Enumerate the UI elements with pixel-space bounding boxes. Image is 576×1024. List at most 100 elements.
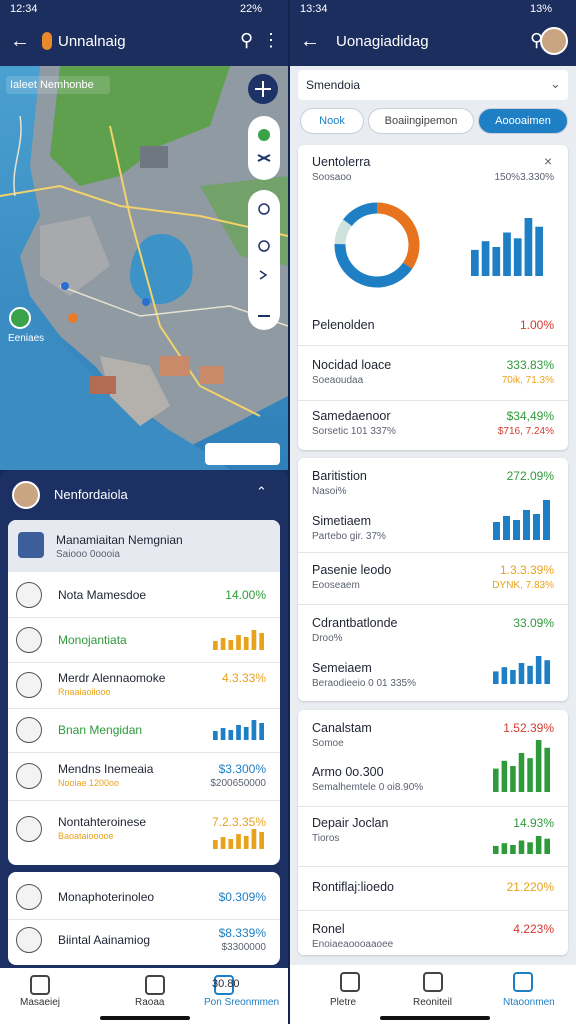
nav-label[interactable]: Pon Sreonmmen xyxy=(204,997,280,1008)
divider xyxy=(298,604,568,605)
item-value: 14.00% xyxy=(225,588,266,602)
menu-button: ⋮ xyxy=(262,30,280,50)
item-icon xyxy=(16,672,42,698)
list-card xyxy=(8,872,280,965)
item-title: Bnan Mengidan xyxy=(58,723,143,737)
row-title: Depair Joclan xyxy=(312,816,389,830)
bottom-nav xyxy=(290,965,576,1024)
nav-label[interactable]: Raoaa xyxy=(135,997,165,1008)
item-subvalue: $200650000 xyxy=(210,778,266,789)
right-appbar xyxy=(290,0,576,66)
row-value: 33.09% xyxy=(513,616,554,630)
app-title: Unnalnaig xyxy=(58,33,126,50)
mini-chart xyxy=(493,740,550,792)
list-card xyxy=(8,520,280,865)
nav-label[interactable]: Ntaoonmen xyxy=(503,997,555,1008)
divider xyxy=(298,400,568,401)
app-title: Uonagiadidag xyxy=(336,33,429,50)
row-sub: Nasoi% xyxy=(312,486,347,497)
row-sub: Partebo gir. 37% xyxy=(312,531,386,542)
row-title: Cdrantbatlonde xyxy=(312,616,398,630)
sheet-avatar xyxy=(12,481,40,509)
item-icon xyxy=(16,884,42,910)
filter-tab[interactable]: Aoooaimen xyxy=(478,108,568,134)
filter-header xyxy=(298,70,568,100)
row-title: Armo 0o.300 xyxy=(312,765,384,779)
row-title: Semeiaem xyxy=(312,661,372,675)
status-time: 12:34 xyxy=(10,3,38,15)
divider xyxy=(8,752,280,753)
mini-chart xyxy=(471,218,543,276)
filter-close: ⌄ xyxy=(550,76,561,91)
row-title: Simetiaem xyxy=(312,514,372,528)
row-sub: Sorsetic 101 337% xyxy=(312,426,396,437)
divider xyxy=(298,806,568,807)
item-icon xyxy=(16,763,42,789)
item-title: Nota Mamesdoe xyxy=(58,588,147,602)
mini-chart xyxy=(493,656,550,684)
selected-row xyxy=(8,520,280,572)
item-value: $8.339% xyxy=(218,926,266,940)
nav-icon[interactable] xyxy=(30,975,50,995)
filter-title: Smendoia xyxy=(306,78,361,92)
row-title: Canalstam xyxy=(312,721,372,735)
mini-chart xyxy=(213,629,264,650)
row-value: 14.93% xyxy=(513,816,554,830)
row-title: Uentolerra xyxy=(312,155,371,169)
row-title: Rontiflaj:lioedo xyxy=(312,880,394,894)
app-logo xyxy=(42,32,52,50)
row-title: Nocidad loace xyxy=(312,358,392,372)
divider xyxy=(298,345,568,346)
selected-icon xyxy=(18,532,44,558)
item-icon xyxy=(16,582,42,608)
item-value: 4.3.33% xyxy=(221,671,266,685)
row-subvalue: $716, 7.24% xyxy=(497,426,554,437)
item-value: $3.300% xyxy=(218,762,266,776)
row-sub: Tioros xyxy=(312,833,340,844)
selected-sub: Saiooo 0oooia xyxy=(56,549,120,560)
row-value: 21.220% xyxy=(506,880,554,894)
card xyxy=(298,145,568,450)
home-indicator xyxy=(100,1016,190,1020)
item-sub: Baoataiooooe xyxy=(58,831,114,841)
nav-icon[interactable] xyxy=(145,975,165,995)
row-value: 272.09% xyxy=(506,469,554,483)
row-sub: Semalhemtele 0 oi8.90% xyxy=(312,782,424,793)
nav-label[interactable]: Reoniteil xyxy=(413,997,452,1008)
mini-chart xyxy=(493,836,550,854)
search-button[interactable]: ⚲ xyxy=(530,30,544,50)
avatar xyxy=(540,27,568,55)
nav-icon[interactable] xyxy=(423,972,443,992)
divider xyxy=(298,866,568,867)
map-marker-label: Eeniaes xyxy=(8,333,45,344)
nav-icon[interactable] xyxy=(214,975,234,995)
row-sub: Soosaoo xyxy=(312,172,352,183)
search-button: ⚲ xyxy=(240,30,254,50)
nav-label[interactable]: Pletre xyxy=(330,997,357,1008)
row-title: Baritistion xyxy=(312,469,367,483)
row-value: 1.00% xyxy=(519,318,554,332)
item-icon xyxy=(16,816,42,842)
filter-tab[interactable]: Nook xyxy=(300,108,364,134)
nav-icon[interactable] xyxy=(340,972,360,992)
home-indicator xyxy=(380,1016,490,1020)
nav-icon[interactable] xyxy=(513,972,533,992)
back-button: ← xyxy=(10,30,30,52)
divider xyxy=(298,552,568,553)
card-close: × xyxy=(544,153,553,169)
item-value: 7.2.3.35% xyxy=(211,815,266,829)
item-title: Monojantiata xyxy=(58,632,127,647)
row-subvalue: DYNK, 7.83% xyxy=(492,580,554,591)
row-value: 1.52.39% xyxy=(503,721,554,735)
item-icon xyxy=(16,626,42,653)
back-button: ← xyxy=(300,30,320,52)
nav-label[interactable]: Masaeiej xyxy=(20,997,61,1008)
filter-tab[interactable]: Boaiingipemon xyxy=(368,108,474,134)
status-time: 13:34 xyxy=(300,3,328,15)
row-sub: Soeaoudaa xyxy=(312,375,364,386)
row-value: 4.223% xyxy=(513,922,554,936)
row-sub: Eooseaem xyxy=(312,580,360,591)
status-battery: 13% xyxy=(530,3,553,15)
item-title: Biintal Aainamiog xyxy=(58,933,151,947)
